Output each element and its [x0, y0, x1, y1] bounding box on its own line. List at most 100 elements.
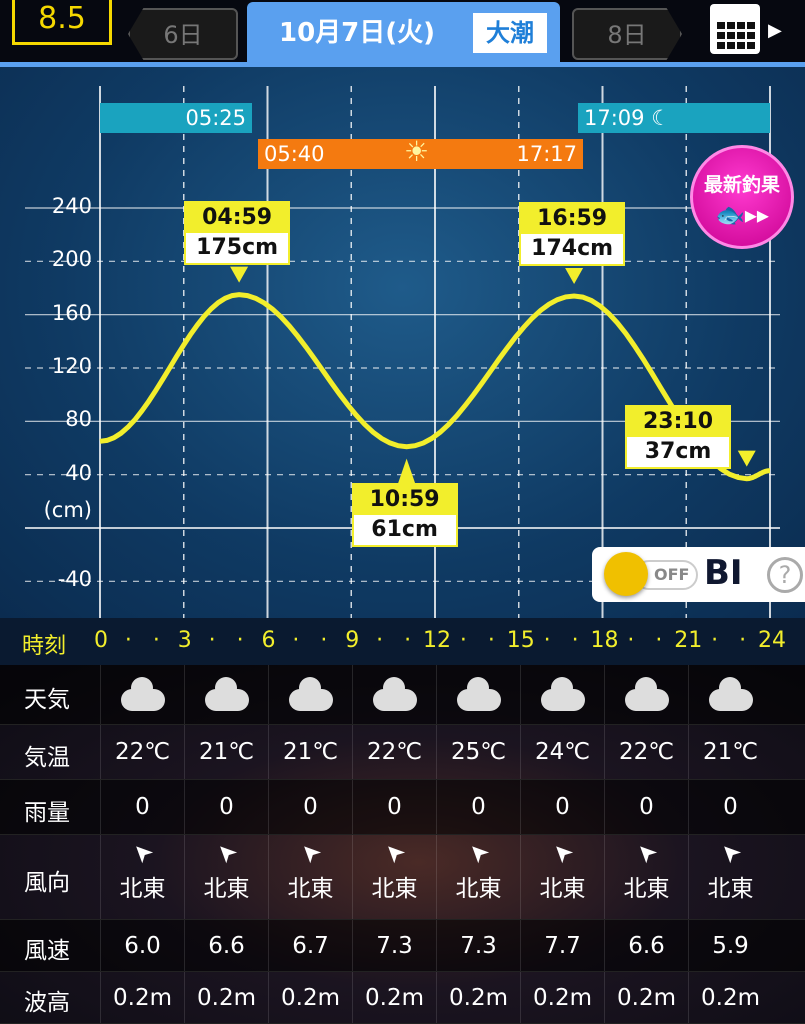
- tide-curve: [99, 292, 770, 482]
- x-minor-dot: ·: [543, 628, 551, 653]
- latest-catch-button[interactable]: 最新釣果 🐟▸▸: [690, 145, 794, 249]
- cell-wind-speed: 6.6: [184, 920, 268, 971]
- prev-day-button[interactable]: 6日: [128, 8, 238, 60]
- callout-pointer: [230, 266, 249, 283]
- cell-temp: 22℃: [100, 725, 184, 779]
- cell-wind-dir: ➤ 北東: [520, 835, 604, 919]
- cell-temp: 21℃: [688, 725, 772, 779]
- x-tick-label: 21: [674, 628, 703, 653]
- cell-wind-speed: 6.0: [100, 920, 184, 971]
- callout-pointer: [397, 458, 416, 485]
- row-rain: 雨量 0 0 0 0 0 0 0 0: [0, 780, 805, 835]
- x-minor-dot: ·: [571, 628, 579, 653]
- x-minor-dot: ·: [292, 628, 300, 653]
- cell-rain: 0: [436, 780, 520, 834]
- x-tick-label: 3: [177, 628, 192, 653]
- cell-wave: 0.2m: [184, 972, 268, 1023]
- next-day-button[interactable]: 8日: [572, 8, 682, 60]
- moonrise-bar: 05:25: [100, 103, 252, 133]
- tide-extreme-callout: 04:59 175cm: [184, 200, 291, 265]
- cloud-icon: [624, 677, 669, 711]
- cell-wind-speed: 7.3: [352, 920, 436, 971]
- x-minor-dot: ·: [404, 628, 412, 653]
- extreme-time: 16:59: [537, 206, 608, 231]
- row-label: 天気: [24, 687, 70, 713]
- cell-wind-speed: 7.3: [436, 920, 520, 971]
- cell-weather: [184, 665, 268, 724]
- x-minor-dot: ·: [124, 628, 132, 653]
- row-label: 気温: [24, 744, 70, 771]
- row-weather: 天気: [0, 665, 805, 725]
- cell-wave: 0.2m: [688, 972, 772, 1023]
- top-bar: 8.5 6日 10月7日(火) 大潮 8日 ▶: [0, 0, 805, 66]
- extreme-value: 37cm: [627, 436, 729, 467]
- x-minor-dot: ·: [320, 628, 328, 653]
- time-axis: 時刻 0 · · 3 · · 6 · · 9 · · 12 · · 15 · · 18 · · 21 · · 24: [0, 618, 805, 665]
- cell-rain: 0: [352, 780, 436, 834]
- wind-direction: 北東: [539, 876, 586, 902]
- cloud-icon: [372, 677, 417, 711]
- x-tick-label: 18: [590, 628, 619, 653]
- cloud-icon: [288, 677, 333, 711]
- moonrise-time: 05:25: [185, 106, 246, 130]
- cell-wave: 0.2m: [268, 972, 352, 1023]
- sunset-time: 17:17: [516, 142, 577, 166]
- cell-rain: 0: [184, 780, 268, 834]
- weather-table: 天気 気温 22℃ 21℃ 21℃ 22℃ 25℃ 24℃ 22℃ 21℃ 雨量 0 0 0 0 0 0 0 0 風向…: [0, 665, 805, 1024]
- x-minor-dot: ·: [208, 628, 216, 653]
- bi-label: BI: [704, 553, 743, 593]
- wind-arrow-icon: ➤: [293, 835, 328, 871]
- cell-wave: 0.2m: [100, 972, 184, 1023]
- cell-rain: 0: [688, 780, 772, 834]
- x-minor-dot: ·: [627, 628, 635, 653]
- date-label: 10月7日(火): [279, 18, 436, 48]
- row-label: 波高: [24, 990, 70, 1016]
- y-tick-label: 120: [51, 354, 92, 378]
- x-tick-label: 6: [261, 628, 276, 653]
- extreme-time: 23:10: [642, 408, 714, 434]
- cell-wind-dir: ➤ 北東: [184, 835, 268, 919]
- wind-direction: 北東: [707, 876, 754, 902]
- wind-direction: 北東: [371, 876, 418, 902]
- y-tick-label: 240: [51, 194, 92, 218]
- time-axis-title: 時刻: [22, 634, 67, 659]
- wind-arrow-icon: ➤: [545, 835, 580, 871]
- cell-wave: 0.2m: [352, 972, 436, 1023]
- cell-temp: 21℃: [268, 725, 352, 779]
- wind-arrow-icon: ➤: [377, 835, 412, 871]
- cell-wind-speed: 7.7: [520, 920, 604, 971]
- cell-weather: [520, 665, 604, 724]
- row-label: 風向: [24, 869, 70, 896]
- cell-weather: [604, 665, 688, 724]
- cell-rain: 0: [100, 780, 184, 834]
- cell-weather: [436, 665, 520, 724]
- chevron-right-icon[interactable]: ▶: [768, 20, 782, 41]
- y-tick-label: -40: [57, 567, 92, 592]
- wind-arrow-icon: ➤: [461, 835, 496, 871]
- x-minor-dot: ·: [739, 628, 747, 653]
- cell-weather: [268, 665, 352, 724]
- y-axis-unit: (cm): [43, 498, 92, 522]
- wind-direction: 北東: [119, 876, 166, 902]
- moonset-time: 17:09: [584, 106, 645, 130]
- cell-temp: 21℃: [184, 725, 268, 779]
- cell-wind-speed: 6.6: [604, 920, 688, 971]
- header-divider: [0, 62, 805, 67]
- cell-wind-speed: 6.7: [268, 920, 352, 971]
- help-icon[interactable]: ?: [767, 557, 803, 593]
- x-tick-label: 15: [506, 628, 535, 653]
- row-label: 雨量: [24, 799, 70, 826]
- toggle-knob[interactable]: [604, 552, 648, 596]
- sunrise-time: 05:40: [264, 142, 325, 166]
- cell-temp: 22℃: [352, 725, 436, 779]
- fish-icon: 🐟▸▸: [715, 201, 769, 229]
- extreme-value: 175cm: [186, 232, 289, 263]
- y-tick-label: 200: [51, 247, 92, 272]
- cell-weather: [100, 665, 184, 724]
- y-tick-label: 80: [65, 407, 92, 432]
- callout-pointer: [737, 450, 756, 467]
- calendar-icon[interactable]: [710, 4, 760, 54]
- moonset-bar: 17:09 ☾: [578, 103, 770, 133]
- x-tick-label: 9: [345, 628, 360, 653]
- wind-arrow-icon: ➤: [125, 835, 160, 871]
